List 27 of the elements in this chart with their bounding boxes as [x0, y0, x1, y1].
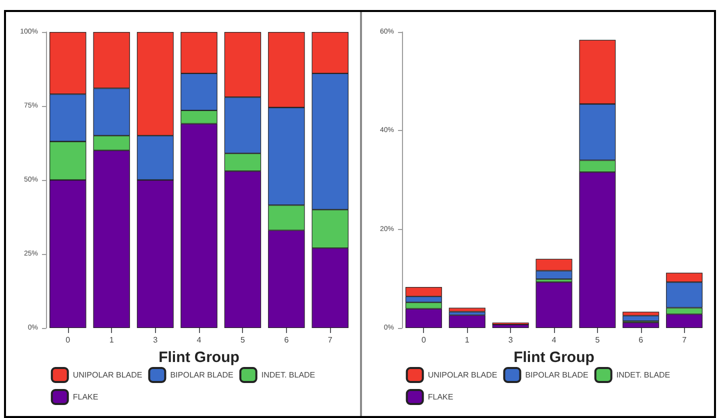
legend-label: BIPOLAR BLADE — [170, 370, 234, 380]
x-tick-label: 6 — [284, 336, 290, 344]
bar — [448, 315, 486, 328]
x-tick-label: 3 — [153, 336, 158, 344]
x-axis-title: Flint Group — [158, 349, 240, 366]
x-tick-label: 3 — [508, 336, 514, 344]
x-tick-label: 0 — [66, 336, 71, 344]
legend-label: INDET. BLADE — [616, 370, 670, 380]
bar — [448, 308, 486, 312]
legend-label: UNIPOLAR BLADE — [72, 370, 142, 380]
x-tick-label: 7 — [328, 336, 333, 344]
legend-label: FLAKE — [428, 392, 454, 402]
legend-label: BIPOLAR BLADE — [525, 370, 588, 380]
x-tick-label: 6 — [638, 336, 644, 344]
legend-label: UNIPOLAR BLADE — [428, 370, 498, 380]
bar — [536, 282, 572, 328]
x-tick-label: 1 — [464, 336, 470, 344]
x-tick-label: 1 — [109, 336, 114, 344]
x-tick-label: 4 — [552, 336, 557, 344]
x-tick-label: 0 — [421, 336, 426, 344]
x-tick-label: 4 — [196, 336, 202, 344]
x-axis-title: Flint Group — [514, 349, 594, 366]
x-tick-label: 5 — [240, 336, 246, 344]
legend-label: INDET. BLADE — [261, 370, 316, 380]
x-tick-label: 7 — [682, 336, 688, 344]
legend-label: FLAKE — [72, 392, 98, 402]
x-tick-label: 5 — [595, 336, 600, 344]
